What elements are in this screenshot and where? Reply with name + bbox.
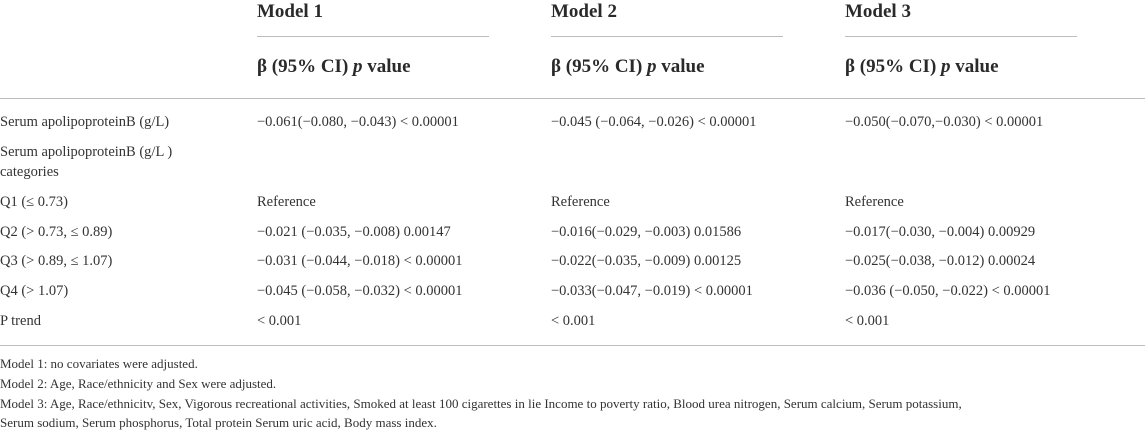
footnote-model-3-continued: Serum sodium, Serum phosphorus, Total pr… (0, 415, 437, 430)
p-label: p (941, 56, 951, 77)
row-model-2-value: −0.016(−0.029, −0.003) 0.01586 (551, 224, 742, 240)
row-label: Q3 (> 0.89, ≤ 1.07) (0, 253, 113, 269)
row-label: Q1 (≤ 0.73) (0, 194, 68, 210)
header-rule (0, 98, 1145, 99)
p-label: p (353, 56, 363, 77)
model-1-title: Model 1 (257, 1, 323, 22)
model-2-title: Model 2 (551, 1, 617, 22)
row-model-1-value: −0.061(−0.080, −0.043) < 0.00001 (257, 114, 459, 130)
row-model-3-value: −0.036 (−0.050, −0.022) < 0.00001 (845, 283, 1051, 299)
row-model-3-value: −0.025(−0.038, −0.012) 0.00024 (845, 253, 1036, 269)
beta-label: β (95% CI) (845, 56, 937, 77)
row-model-3-value: Reference (845, 194, 904, 210)
row-model-3-value: < 0.001 (845, 313, 890, 329)
row-label: Q2 (> 0.73, ≤ 0.89) (0, 224, 113, 240)
model-2-rule (551, 36, 783, 37)
row-model-2-value: −0.022(−0.035, −0.009) 0.00125 (551, 253, 742, 269)
row-label: Serum apolipoproteinB (g/L ) categories (0, 144, 173, 180)
model-1-subheader: β (95% CI) p value (257, 55, 411, 79)
row-model-3-value: −0.017(−0.030, −0.004) 0.00929 (845, 224, 1036, 240)
row-label: Q4 (> 1.07) (0, 283, 69, 299)
footnote-model-1: Model 1: no covariates were adjusted. (0, 356, 198, 371)
value-label: value (661, 56, 705, 77)
footnote-model-2: Model 2: Age, Race/ethnicity and Sex wer… (0, 376, 277, 391)
beta-label: β (95% CI) (257, 56, 349, 77)
beta-label: β (95% CI) (551, 56, 643, 77)
model-2-subheader: β (95% CI) p value (551, 55, 705, 79)
row-model-1-value: −0.045 (−0.058, −0.032) < 0.00001 (257, 283, 463, 299)
footnote-model-3: Model 3: Age, Race/ethnicitv, Sex, Vigor… (0, 396, 962, 411)
row-model-2-value: −0.033(−0.047, −0.019) < 0.00001 (551, 283, 753, 299)
row-model-1-value: < 0.001 (257, 313, 302, 329)
row-model-1-value: Reference (257, 194, 316, 210)
row-model-2-value: < 0.001 (551, 313, 596, 329)
row-model-1-value: −0.031 (−0.044, −0.018) < 0.00001 (257, 253, 463, 269)
value-label: value (955, 56, 999, 77)
table-bottom-rule (0, 345, 1145, 346)
model-1-rule (257, 36, 489, 37)
p-label: p (647, 56, 657, 77)
row-model-3-value: −0.050(−0.070,−0.030) < 0.00001 (845, 114, 1044, 130)
row-model-1-value: −0.021 (−0.035, −0.008) 0.00147 (257, 224, 451, 240)
row-model-2-value: Reference (551, 194, 610, 210)
model-3-subheader: β (95% CI) p value (845, 55, 999, 79)
row-label: Serum apolipoproteinB (g/L) (0, 114, 170, 130)
model-3-title: Model 3 (845, 1, 911, 22)
value-label: value (367, 56, 411, 77)
row-label: P trend (0, 313, 41, 329)
model-3-rule (845, 36, 1077, 37)
row-model-2-value: −0.045 (−0.064, −0.026) < 0.00001 (551, 114, 757, 130)
